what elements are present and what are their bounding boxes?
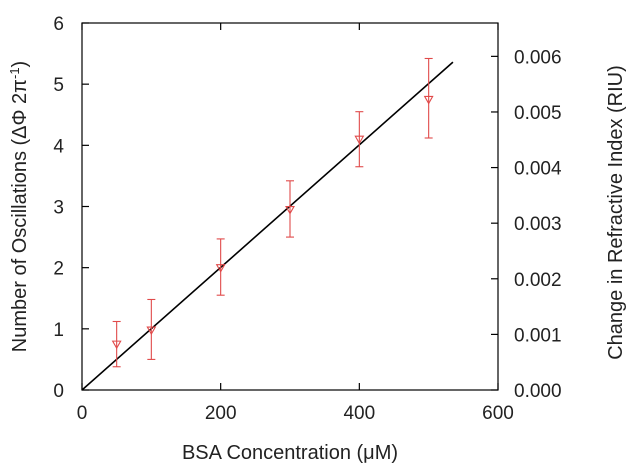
y-axis-label-superscript: -1 [7,67,22,79]
y-axis-label-close: ) [9,61,31,68]
y-tick-label: 0 [53,381,64,402]
data-point [146,298,157,360]
fit-line-group [81,61,454,391]
data-marker [354,135,365,145]
data-marker [423,95,434,105]
data-point [354,111,365,168]
y2-tick-label: 0.005 [514,103,562,124]
x-axis-label: BSA Concentration (μM) [182,442,398,464]
data-points-group [111,57,434,368]
data-point [285,180,295,238]
fit-line [81,61,454,391]
x-tick-label: 0 [77,403,88,424]
y-tick-label: 3 [53,198,64,219]
ticks-group: 0 200 400 600 0 1 2 3 4 5 6 0.000 0.001 0.002 0.003 0.0… [53,14,562,424]
y-axis-label: Number of Oscillations (ΔΦ 2π-1) [7,61,32,352]
data-marker [146,326,157,336]
y2-tick-label: 0.000 [514,381,562,402]
y-axis-label-main: Number of Oscillations (ΔΦ 2π [9,79,31,352]
y-tick-label: 6 [53,14,64,35]
x-tick-label: 600 [482,403,514,424]
data-marker [285,206,295,215]
y-tick-label: 2 [53,259,64,280]
y2-axis-label: Change in Refractive Index (RIU) [605,65,627,360]
y2-tick-label: 0.003 [514,214,562,235]
y-tick-label: 1 [53,320,64,341]
y-tick-label: 4 [53,136,64,157]
x-tick-label: 200 [205,403,237,424]
data-point [215,238,226,296]
y2-tick-label: 0.006 [514,47,562,68]
y-tick-label: 5 [53,75,64,96]
data-point [111,320,122,368]
y2-tick-label: 0.001 [514,325,562,346]
y2-tick-label: 0.004 [514,159,562,180]
y2-tick-label: 0.002 [514,270,562,291]
data-point [423,57,434,139]
data-marker [215,264,226,273]
data-marker [111,340,122,350]
x-tick-label: 400 [343,403,375,424]
